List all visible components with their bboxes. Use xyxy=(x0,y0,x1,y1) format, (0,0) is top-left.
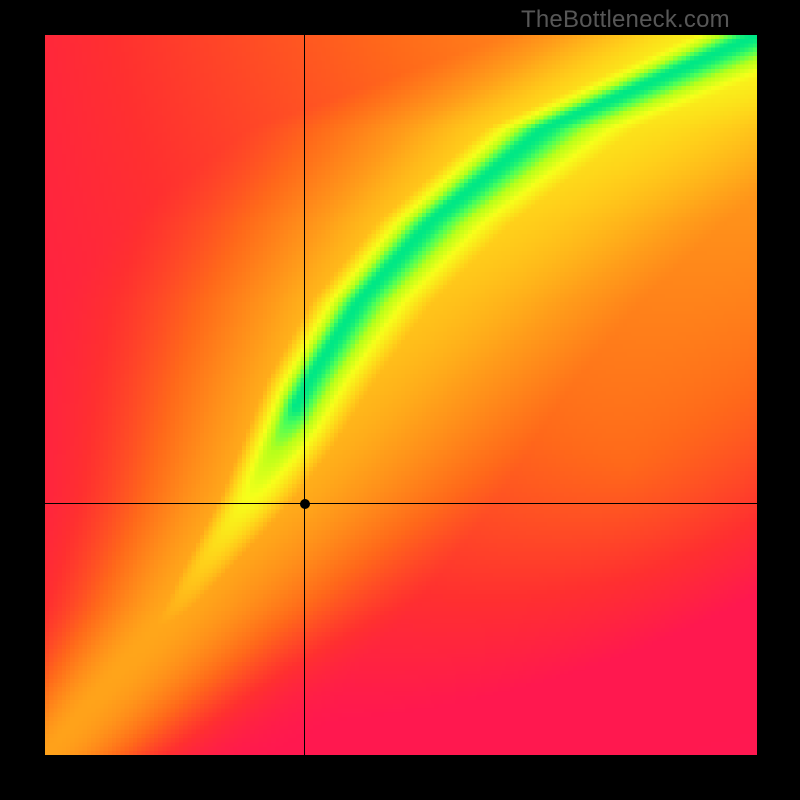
crosshair-horizontal xyxy=(45,503,757,504)
crosshair-vertical xyxy=(304,35,305,755)
heatmap-plot xyxy=(45,35,757,755)
crosshair-marker xyxy=(300,499,310,509)
heatmap-canvas xyxy=(45,35,757,755)
watermark-text: TheBottleneck.com xyxy=(521,6,730,34)
